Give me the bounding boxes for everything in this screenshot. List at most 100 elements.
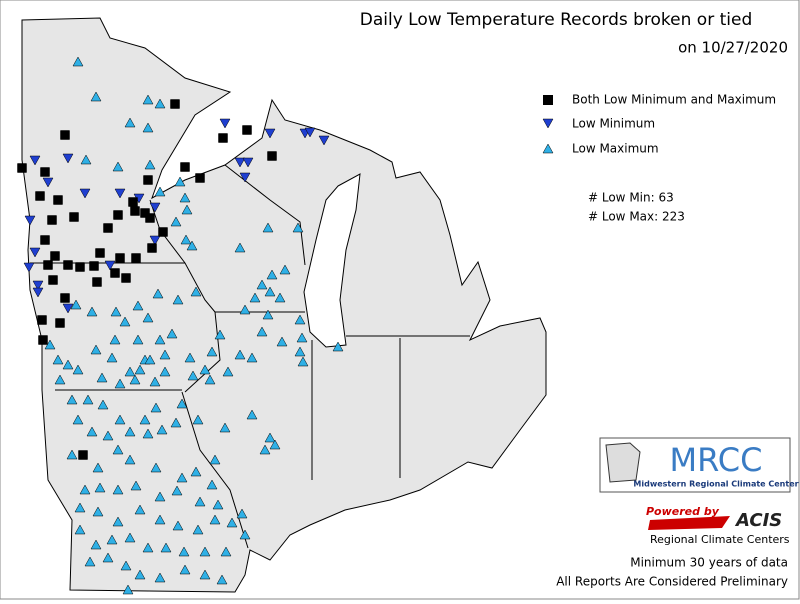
low-max-marker xyxy=(226,517,238,528)
low-max-marker xyxy=(94,482,106,493)
low-max-marker xyxy=(216,574,228,585)
both-marker xyxy=(267,151,277,161)
low-max-marker xyxy=(92,506,104,517)
low-min-marker xyxy=(32,287,44,298)
low-max-marker xyxy=(134,569,146,580)
low-max-marker xyxy=(199,364,211,375)
low-max-marker xyxy=(130,480,142,491)
low-max-marker xyxy=(296,332,308,343)
low-max-marker xyxy=(264,432,276,443)
both-marker xyxy=(130,206,140,216)
low-max-marker xyxy=(112,484,124,495)
low-max-marker xyxy=(292,222,304,233)
low-max-marker xyxy=(102,430,114,441)
low-max-marker xyxy=(174,176,186,187)
low-max-marker xyxy=(204,374,216,385)
low-max-marker xyxy=(92,462,104,473)
legend-label: Low Minimum xyxy=(572,117,655,131)
low-max-marker xyxy=(294,314,306,325)
low-max-marker xyxy=(150,462,162,473)
low-max-marker xyxy=(96,372,108,383)
low-max-marker xyxy=(124,426,136,437)
low-max-marker xyxy=(144,354,156,365)
low-max-marker xyxy=(70,299,82,310)
low-max-marker xyxy=(79,484,91,495)
low-max-marker xyxy=(90,344,102,355)
low-max-marker xyxy=(192,524,204,535)
legend-down-triangle xyxy=(542,118,554,129)
low-min-marker xyxy=(32,280,44,291)
low-min-marker xyxy=(62,153,74,164)
low-max-marker xyxy=(142,542,154,553)
low-max-marker xyxy=(142,312,154,323)
low-max-marker xyxy=(269,439,281,450)
low-max-marker xyxy=(72,364,84,375)
low-max-marker xyxy=(124,366,136,377)
both-marker xyxy=(50,251,60,261)
both-marker xyxy=(55,318,65,328)
both-marker xyxy=(195,173,205,183)
low-max-marker xyxy=(256,279,268,290)
low-max-marker xyxy=(199,546,211,557)
low-max-marker xyxy=(186,240,198,251)
low-min-marker xyxy=(239,172,251,183)
both-marker xyxy=(131,253,141,263)
low-max-marker xyxy=(190,286,202,297)
note: All Reports Are Considered Preliminary xyxy=(556,575,788,589)
low-max-marker xyxy=(178,546,190,557)
low-max-marker xyxy=(124,454,136,465)
low-max-marker xyxy=(294,346,306,357)
low-max-marker xyxy=(144,159,156,170)
low-max-marker xyxy=(264,286,276,297)
low-max-marker xyxy=(206,479,218,490)
low-max-marker xyxy=(172,520,184,531)
low-min-marker xyxy=(62,303,74,314)
low-max-marker xyxy=(66,449,78,460)
low-max-marker xyxy=(156,424,168,435)
low-max-marker xyxy=(276,336,288,347)
count: # Low Min: 63 xyxy=(588,191,674,205)
low-max-marker xyxy=(172,294,184,305)
low-max-marker xyxy=(139,414,151,425)
legend-up-triangle xyxy=(542,143,554,154)
both-marker xyxy=(63,260,73,270)
both-marker xyxy=(60,130,70,140)
low-max-marker xyxy=(149,376,161,387)
both-marker xyxy=(60,293,70,303)
low-max-marker xyxy=(114,378,126,389)
logo-text: ACIS xyxy=(734,510,782,531)
legend: Both Low Minimum and Maximum Low Minimum… xyxy=(542,93,776,156)
low-max-marker xyxy=(134,364,146,375)
low-max-marker xyxy=(176,472,188,483)
low-max-marker xyxy=(166,328,178,339)
low-max-marker xyxy=(82,394,94,405)
low-max-marker xyxy=(159,366,171,377)
low-max-marker xyxy=(86,306,98,317)
low-max-marker xyxy=(194,496,206,507)
low-max-marker xyxy=(152,288,164,299)
low-max-marker xyxy=(171,485,183,496)
low-max-marker xyxy=(54,374,66,385)
both-marker xyxy=(35,191,45,201)
both-marker xyxy=(143,175,153,185)
low-min-marker xyxy=(242,157,254,168)
low-min-marker xyxy=(264,128,276,139)
low-max-marker xyxy=(159,349,171,360)
low-max-marker xyxy=(279,264,291,275)
date: on 10/27/2020 xyxy=(678,39,788,57)
low-max-marker xyxy=(119,316,131,327)
both-marker xyxy=(115,253,125,263)
both-marker xyxy=(37,315,47,325)
note: Minimum 30 years of data xyxy=(630,556,788,570)
low-max-marker xyxy=(90,91,102,102)
both-marker xyxy=(121,273,131,283)
low-max-marker xyxy=(132,334,144,345)
low-min-marker xyxy=(149,202,161,213)
low-max-marker xyxy=(249,292,261,303)
low-max-marker xyxy=(246,352,258,363)
low-max-marker xyxy=(209,514,221,525)
low-max-marker xyxy=(154,186,166,197)
both-marker xyxy=(128,197,138,207)
low-max-marker xyxy=(256,326,268,337)
low-max-marker xyxy=(142,94,154,105)
